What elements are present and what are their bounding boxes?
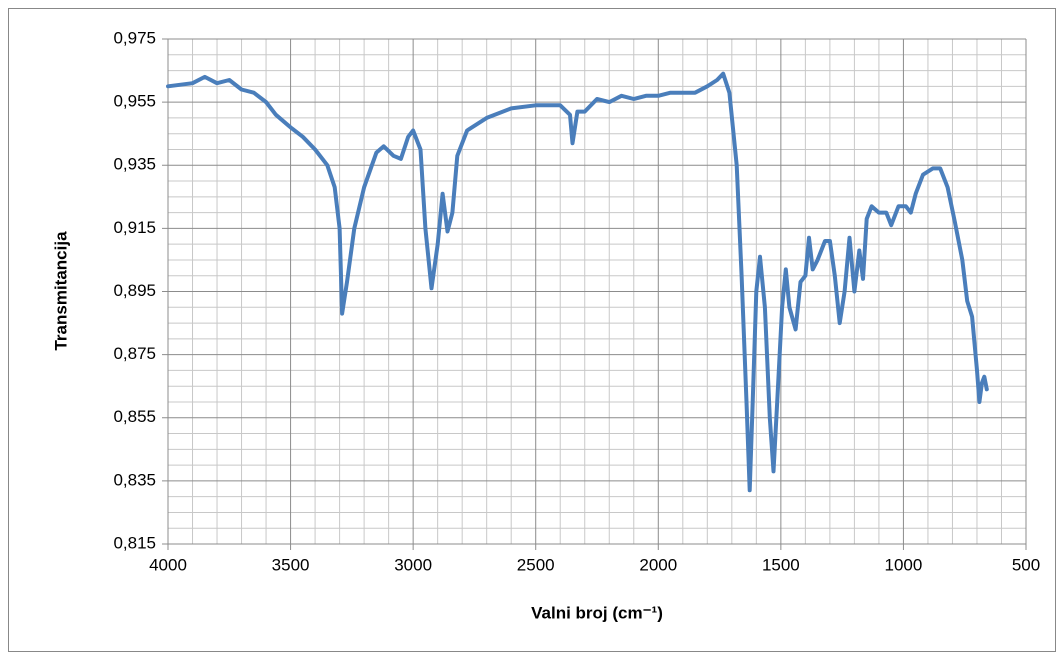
x-tick-label: 1000 <box>885 555 923 574</box>
y-tick-label: 0,895 <box>113 281 156 300</box>
x-tick-label: 500 <box>1012 555 1040 574</box>
y-tick-label: 0,935 <box>113 155 156 174</box>
y-tick-label: 0,855 <box>113 407 156 426</box>
y-tick-label: 0,835 <box>113 470 156 489</box>
x-axis-title: Valni broj (cm⁻¹) <box>531 603 663 622</box>
y-tick-label: 0,815 <box>113 533 156 552</box>
x-tick-label: 2500 <box>517 555 555 574</box>
y-tick-label: 0,975 <box>113 28 156 47</box>
y-tick-label: 0,875 <box>113 344 156 363</box>
x-tick-label: 2000 <box>639 555 677 574</box>
x-tick-label: 3500 <box>272 555 310 574</box>
y-tick-label: 0,915 <box>113 218 156 237</box>
x-tick-label: 3000 <box>394 555 432 574</box>
x-tick-label: 4000 <box>149 555 187 574</box>
spectrum-line <box>166 71 989 493</box>
grid <box>167 38 1027 545</box>
y-tick-label: 0,955 <box>113 92 156 111</box>
y-axis-title: Transmitancija <box>51 231 70 351</box>
x-tick-label: 1500 <box>762 555 800 574</box>
